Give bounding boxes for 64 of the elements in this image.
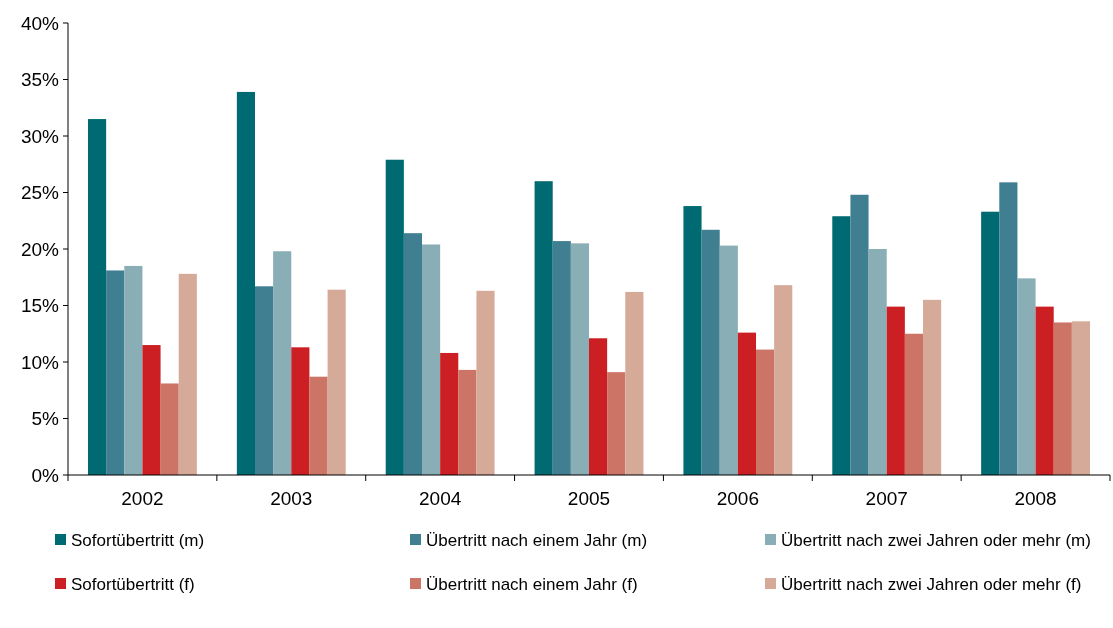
bar (255, 286, 274, 475)
x-tick-label: 2004 (419, 488, 462, 509)
x-tick-label: 2006 (716, 488, 759, 509)
bar (124, 265, 143, 475)
bar (607, 372, 626, 475)
legend-label: Übertritt nach einem Jahr (m) (426, 530, 648, 550)
bar (1035, 306, 1054, 475)
y-tick-label: 25% (20, 182, 60, 204)
bar (756, 349, 775, 475)
bar (683, 206, 702, 475)
bar (327, 289, 346, 475)
bar (385, 159, 404, 475)
y-tick-label: 20% (20, 238, 60, 260)
bar (552, 241, 571, 475)
bar (625, 291, 644, 475)
bar (999, 182, 1018, 475)
bar (534, 181, 553, 475)
legend-label: Übertritt nach zwei Jahren oder mehr (f) (781, 574, 1082, 594)
bar (273, 251, 292, 475)
legend-label: Sofortübertritt (m) (71, 530, 205, 550)
bar (291, 347, 310, 475)
x-tick-label: 2007 (865, 488, 908, 509)
y-tick-label: 10% (20, 351, 60, 373)
bar (589, 338, 608, 475)
legend-label: Übertritt nach zwei Jahren oder mehr (m) (781, 530, 1091, 550)
y-tick-label: 35% (20, 69, 60, 91)
bar (570, 243, 589, 475)
bar (440, 352, 459, 475)
x-tick-label: 2008 (1014, 488, 1057, 509)
bar (178, 273, 197, 475)
bar (923, 299, 942, 475)
y-tick-label: 30% (20, 125, 60, 147)
bar (719, 245, 738, 475)
bar (701, 229, 720, 475)
bar (1071, 321, 1090, 475)
bar (868, 249, 887, 475)
y-tick-label: 40% (20, 12, 60, 34)
bar (422, 244, 441, 475)
bar (403, 233, 422, 475)
legend-label: Übertritt nach einem Jahr (f) (426, 574, 638, 594)
legend-label: Sofortübertritt (f) (71, 574, 195, 594)
bar (1053, 322, 1072, 475)
bar (106, 270, 125, 475)
bar (142, 345, 161, 475)
y-tick-label: 5% (31, 408, 60, 430)
x-tick-label: 2003 (270, 488, 313, 509)
bar (236, 91, 255, 475)
bar (458, 369, 477, 475)
bar (88, 119, 107, 475)
bar (981, 211, 1000, 475)
bar (850, 194, 869, 475)
y-tick-label: 15% (20, 295, 60, 317)
bar (309, 376, 328, 475)
bar (476, 290, 495, 475)
x-tick-label: 2005 (567, 488, 611, 509)
x-tick-label: 2002 (121, 488, 164, 509)
bar (1017, 278, 1036, 475)
y-tick-label: 0% (31, 464, 60, 486)
bar (774, 285, 793, 475)
bar (737, 332, 756, 475)
bar (832, 216, 851, 475)
bar (160, 383, 179, 475)
bar (886, 306, 905, 475)
bar (904, 333, 923, 475)
